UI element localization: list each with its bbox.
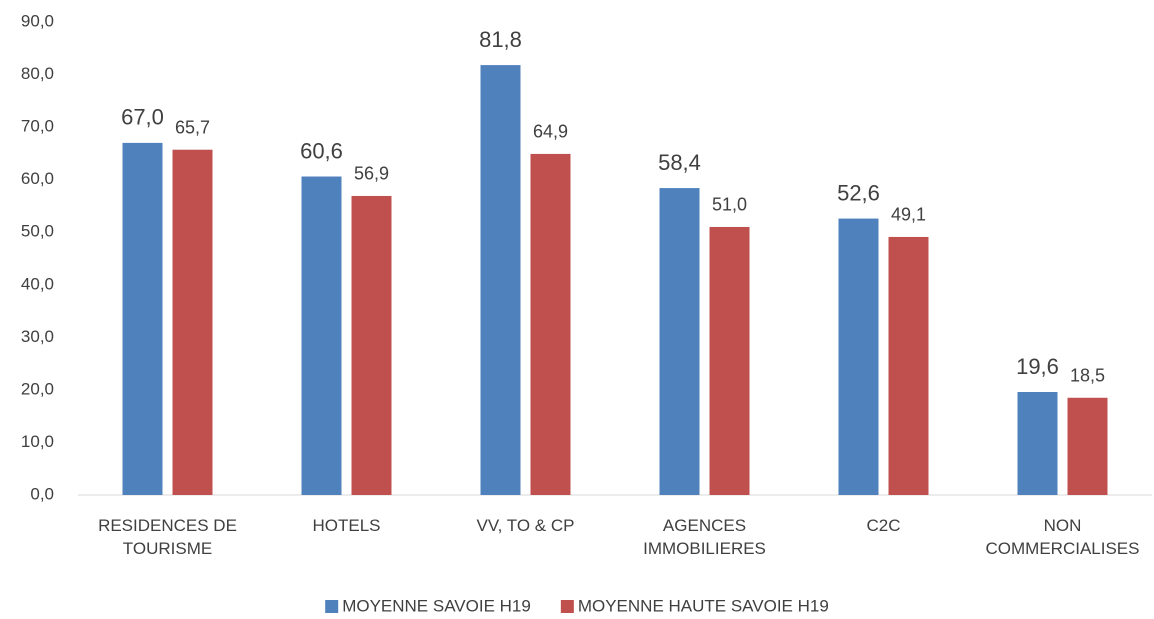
y-tick-label: 30,0 bbox=[21, 327, 54, 346]
data-label: 64,9 bbox=[533, 122, 568, 142]
y-tick-label: 40,0 bbox=[21, 274, 54, 293]
bar bbox=[351, 195, 392, 495]
x-tick-label: C2C bbox=[866, 516, 901, 535]
data-label: 18,5 bbox=[1070, 366, 1105, 386]
y-tick-label: 0,0 bbox=[30, 484, 54, 503]
legend-swatch bbox=[325, 600, 339, 613]
x-tick-label: VV, TO & CP bbox=[476, 516, 575, 535]
legend-label: MOYENNE HAUTE SAVOIE H19 bbox=[578, 596, 829, 615]
data-label: 51,0 bbox=[712, 195, 747, 215]
bar bbox=[530, 153, 571, 496]
x-tick-label: RESIDENCES DE TOURISME bbox=[98, 516, 237, 558]
x-tick-label: AGENCES IMMOBILIERES bbox=[643, 516, 766, 558]
bar bbox=[122, 142, 163, 495]
legend-swatch bbox=[560, 600, 574, 613]
bar bbox=[888, 236, 929, 496]
data-label: 19,6 bbox=[1016, 354, 1059, 379]
data-label: 81,8 bbox=[479, 27, 522, 52]
bar bbox=[1017, 391, 1058, 495]
bar bbox=[1067, 397, 1108, 495]
y-tick-label: 50,0 bbox=[21, 222, 54, 241]
x-tick-label: NON COMMERCIALISES bbox=[985, 516, 1140, 558]
bar bbox=[480, 65, 521, 496]
bar bbox=[838, 218, 879, 495]
data-label: 49,1 bbox=[891, 205, 926, 225]
bar bbox=[659, 188, 700, 495]
y-tick-label: 80,0 bbox=[21, 64, 54, 83]
bar bbox=[301, 176, 342, 495]
data-label: 60,6 bbox=[300, 138, 343, 163]
bar bbox=[709, 226, 750, 495]
data-label: 52,6 bbox=[837, 180, 880, 205]
bar bbox=[172, 149, 213, 495]
data-label: 65,7 bbox=[175, 117, 210, 137]
y-tick-label: 60,0 bbox=[21, 169, 54, 188]
data-label: 58,4 bbox=[658, 150, 701, 175]
x-tick-label: HOTELS bbox=[312, 516, 381, 535]
y-tick-label: 90,0 bbox=[21, 11, 54, 30]
legend-label: MOYENNE SAVOIE H19 bbox=[342, 596, 531, 615]
data-label: 56,9 bbox=[354, 164, 389, 184]
data-label: 67,0 bbox=[121, 105, 164, 130]
y-tick-label: 20,0 bbox=[21, 379, 54, 398]
y-tick-label: 10,0 bbox=[21, 432, 54, 451]
y-tick-label: 70,0 bbox=[21, 117, 54, 136]
